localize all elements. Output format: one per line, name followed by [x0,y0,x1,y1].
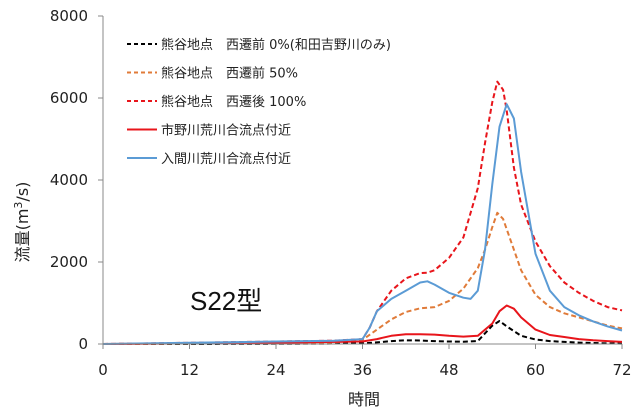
x-axis-title: 時間 [348,390,380,409]
y-axis-title-end: /s) [13,182,32,202]
y-axis-title-main: 流量(m [13,209,32,263]
y-tick-label: 8000 [50,7,88,25]
legend-label: 熊谷地点 西遷前 50% [161,66,298,82]
legend-label: 熊谷地点 西遷後 100% [161,94,306,110]
x-tick-label: 12 [180,361,199,379]
x-tick-label: 48 [439,361,458,379]
y-tick-label: 0 [78,335,88,353]
x-tick-label: 60 [526,361,545,379]
x-tick-label: 24 [266,361,285,379]
legend-label: 熊谷地点 西遷前 0%(和田吉野川のみ) [161,37,391,53]
series-line-2 [102,211,623,345]
axes [102,16,622,345]
ticks: 0 12 24 36 48 60 72 0 2000 4000 6000 8000 [50,7,632,379]
y-tick-label: 4000 [50,171,88,189]
series-line-3 [102,80,623,345]
legend-label: 市野川荒川合流点付近 [161,123,291,139]
x-tick-label: 0 [98,361,108,379]
x-tick-label: 36 [353,361,372,379]
legend: 熊谷地点 西遷前 0%(和田吉野川のみ) 熊谷地点 西遷前 50% 熊谷地点 西遷後… [127,37,391,167]
y-tick-label: 6000 [50,89,88,107]
chart-annotation: S22型 [190,286,262,316]
series-line-5 [102,103,623,345]
y-axis-title: 流量(m3/s) [12,182,32,263]
series-line-4 [102,304,623,345]
y-tick-label: 2000 [50,253,88,271]
y-axis-title-sup: 3 [12,202,25,209]
x-tick-label: 72 [612,361,631,379]
legend-label: 入間川荒川合流点付近 [161,152,291,167]
plot-lines [102,80,623,345]
